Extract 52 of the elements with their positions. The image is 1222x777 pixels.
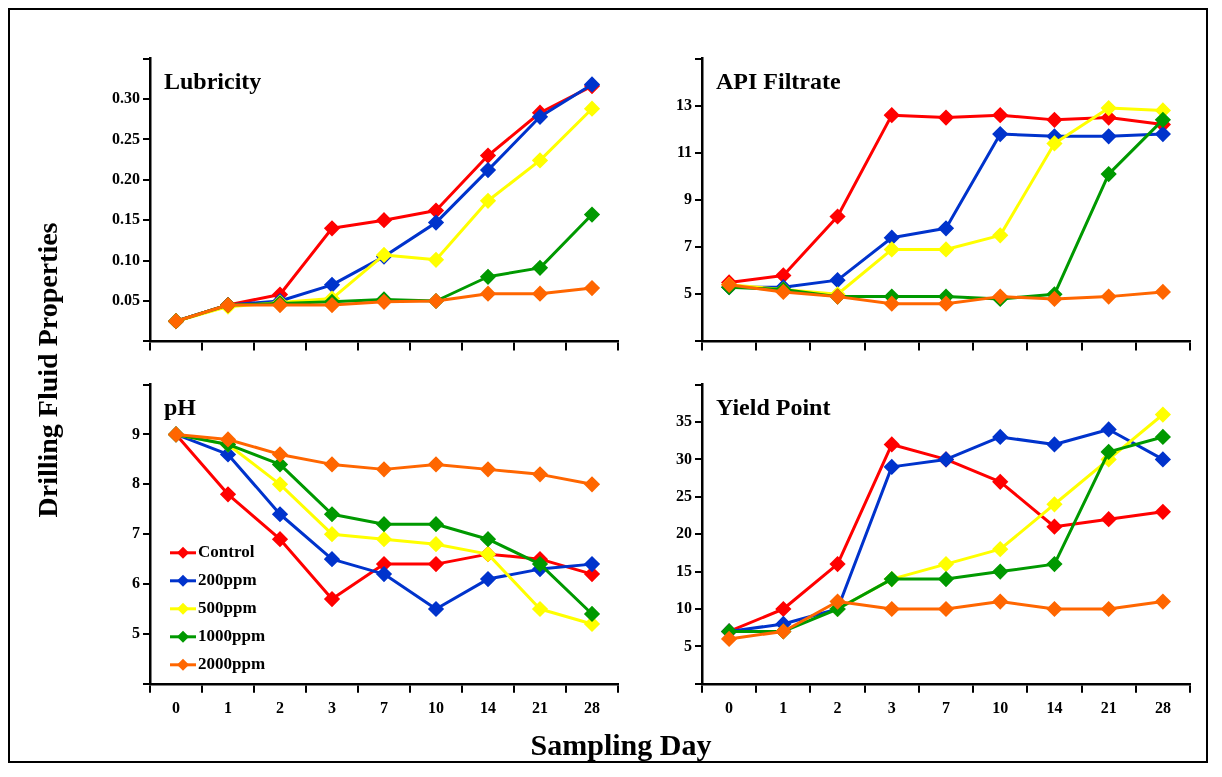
chart-title: API Filtrate: [716, 67, 841, 94]
x-tick-label: 3: [887, 698, 896, 716]
y-tick-label: 0.25: [112, 129, 140, 147]
x-tick-label: 0: [172, 698, 180, 716]
x-tick-label: 2: [833, 698, 842, 716]
y-tick-label: 0.10: [112, 250, 140, 268]
legend-label: Control: [198, 542, 255, 562]
legend-label: 500ppm: [198, 598, 257, 618]
y-tick-label: 9: [132, 424, 140, 442]
x-tick-label: 1: [224, 698, 232, 716]
chart-title: pH: [164, 393, 197, 420]
x-tick-label: 10: [992, 698, 1009, 716]
y-tick-label: 5: [684, 284, 692, 302]
y-tick-label: 25: [676, 486, 692, 504]
y-tick-label: 20: [676, 524, 692, 542]
x-tick-label: 7: [942, 698, 950, 716]
y-tick-label: 6: [132, 574, 140, 592]
y-tick-label: 8: [132, 474, 140, 492]
y-tick-label: 7: [132, 524, 140, 542]
legend-label: 2000ppm: [198, 654, 266, 674]
legend-label: 1000ppm: [198, 626, 266, 646]
x-tick-label: 28: [1154, 698, 1171, 716]
x-tick-label: 2: [276, 698, 284, 716]
y-tick-label: 5: [684, 636, 692, 654]
legend-label: 200ppm: [198, 570, 257, 590]
y-tick-label: 7: [684, 237, 692, 255]
x-tick-label: 1: [779, 698, 788, 716]
y-tick-label: 9: [684, 190, 692, 208]
y-tick-label: 0.15: [112, 210, 140, 228]
y-tick-label: 10: [676, 599, 692, 617]
x-tick-label: 28: [584, 698, 600, 716]
x-tick-label: 3: [328, 698, 336, 716]
x-tick-label: 21: [532, 698, 548, 716]
y-tick-label: 11: [676, 143, 692, 161]
y-tick-label: 0.20: [112, 169, 140, 187]
chart-title: Lubricity: [164, 67, 262, 94]
x-tick-label: 10: [428, 698, 444, 716]
x-tick-label: 7: [380, 698, 388, 716]
y-tick-label: 35: [676, 412, 692, 430]
x-tick-label: 0: [725, 698, 734, 716]
x-tick-label: 14: [480, 698, 496, 716]
x-tick-label: 14: [1046, 698, 1063, 716]
y-tick-label: 15: [676, 561, 692, 579]
y-tick-label: 0.05: [112, 291, 140, 309]
x-tick-label: 21: [1100, 698, 1117, 716]
y-tick-label: 30: [676, 449, 692, 467]
chart-title: Yield Point: [716, 393, 831, 420]
y-tick-label: 0.30: [112, 89, 140, 107]
y-axis-title: Drilling Fluid Properties: [32, 222, 64, 518]
x-axis-title: Sampling Day: [529, 728, 713, 762]
y-tick-label: 5: [132, 624, 140, 642]
y-tick-label: 13: [676, 95, 692, 113]
